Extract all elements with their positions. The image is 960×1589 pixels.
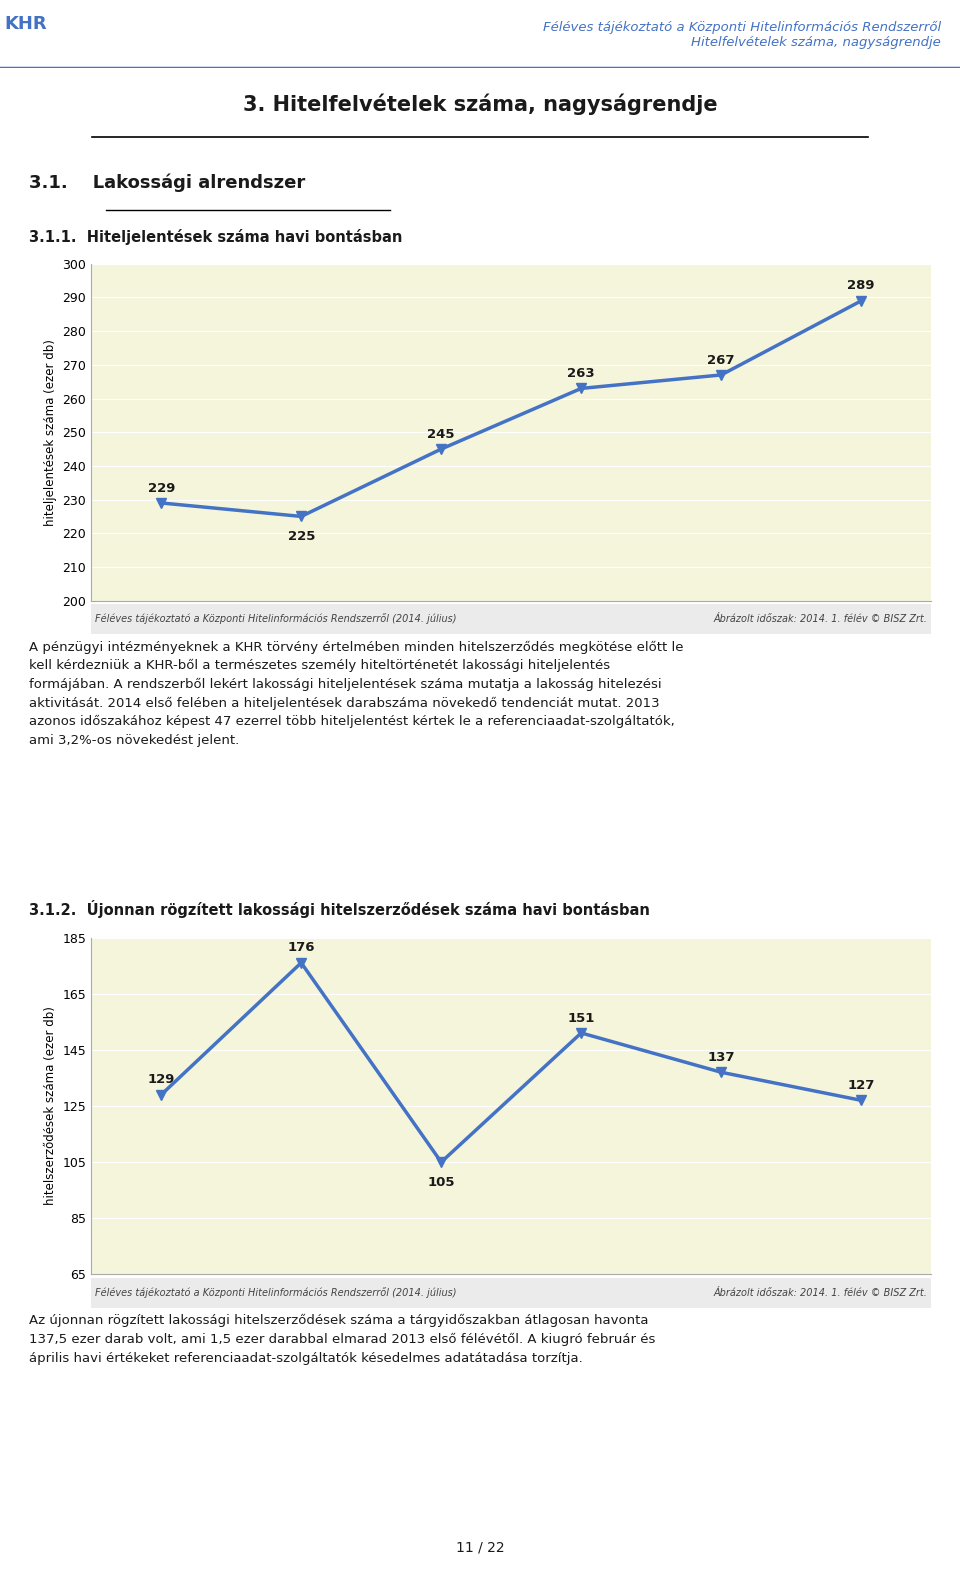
Text: 289: 289 <box>848 280 875 292</box>
Text: Ábrázolt időszak: 2014. 1. félév © BISZ Zrt.: Ábrázolt időszak: 2014. 1. félév © BISZ … <box>713 613 927 624</box>
Text: A pénzügyi intézményeknek a KHR törvény értelmében minden hitelszerződés megköté: A pénzügyi intézményeknek a KHR törvény … <box>29 640 684 747</box>
Text: Az újonnan rögzített lakossági hitelszerződések száma a tárgyidőszakban átlagosa: Az újonnan rögzített lakossági hitelszer… <box>29 1314 655 1365</box>
Text: Ábrázolt időszak: 2014. 1. félév © BISZ Zrt.: Ábrázolt időszak: 2014. 1. félév © BISZ … <box>713 1287 927 1298</box>
Text: 3. Hitelfelvételek száma, nagyságrendje: 3. Hitelfelvételek száma, nagyságrendje <box>243 94 717 114</box>
Text: 176: 176 <box>287 941 315 955</box>
Text: KHR: KHR <box>5 14 47 33</box>
Text: Féléves tájékoztató a Központi Hitelinformációs Rendszerről: Féléves tájékoztató a Központi Hitelinfo… <box>542 21 941 33</box>
Text: 229: 229 <box>148 481 175 494</box>
Y-axis label: hiteljelentések száma (ezer db): hiteljelentések száma (ezer db) <box>44 338 57 526</box>
Text: Hitelfelvételek száma, nagyságrendje: Hitelfelvételek száma, nagyságrendje <box>691 37 941 49</box>
Text: 127: 127 <box>848 1079 875 1092</box>
Text: 225: 225 <box>287 531 315 543</box>
Text: 137: 137 <box>708 1050 735 1065</box>
Text: Féléves tájékoztató a Központi Hitelinformációs Rendszerről (2014. július): Féléves tájékoztató a Központi Hitelinfo… <box>95 613 457 624</box>
Text: 263: 263 <box>567 367 595 380</box>
Text: 245: 245 <box>427 427 455 440</box>
Text: 11 / 22: 11 / 22 <box>456 1541 504 1554</box>
Y-axis label: hitelszerződések száma (ezer db): hitelszerződések száma (ezer db) <box>44 1006 57 1206</box>
Text: 129: 129 <box>148 1074 175 1087</box>
Text: 3.1.    Lakossági alrendszer: 3.1. Lakossági alrendszer <box>29 173 305 192</box>
Text: 3.1.1.  Hiteljelentések száma havi bontásban: 3.1.1. Hiteljelentések száma havi bontás… <box>29 229 402 245</box>
Text: 151: 151 <box>567 1012 595 1025</box>
Text: 267: 267 <box>708 354 735 367</box>
Text: 3.1.2.  Újonnan rögzített lakossági hitelszerződések száma havi bontásban: 3.1.2. Újonnan rögzített lakossági hitel… <box>29 899 650 918</box>
Text: Féléves tájékoztató a Központi Hitelinformációs Rendszerről (2014. július): Féléves tájékoztató a Központi Hitelinfo… <box>95 1287 457 1298</box>
Text: 105: 105 <box>427 1176 455 1189</box>
